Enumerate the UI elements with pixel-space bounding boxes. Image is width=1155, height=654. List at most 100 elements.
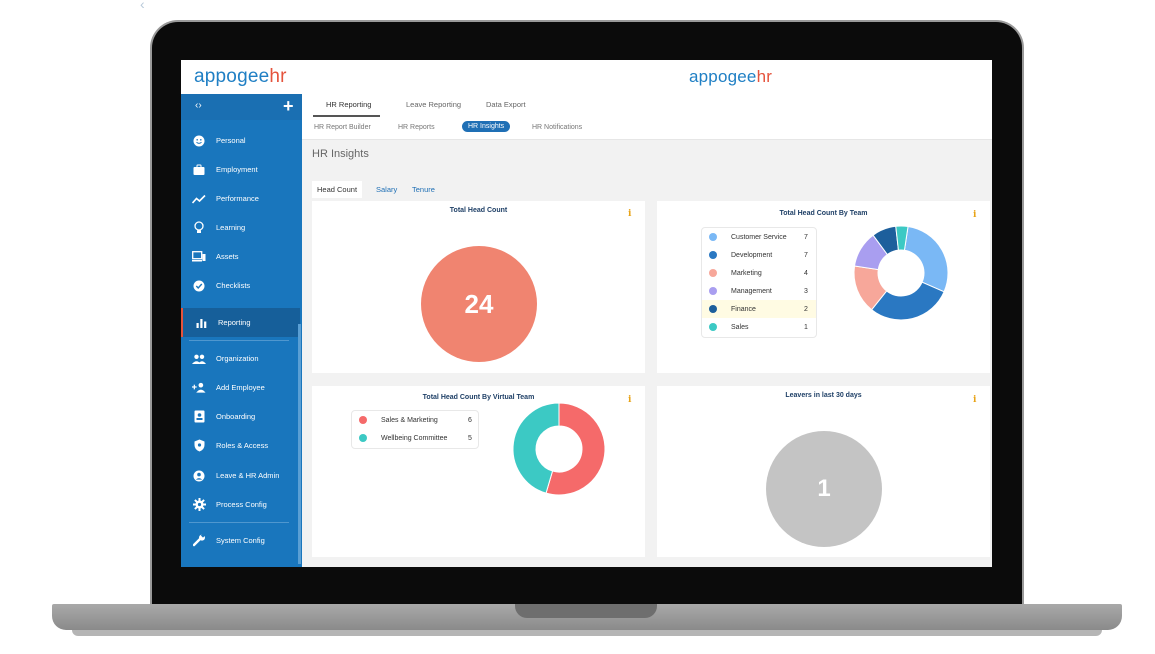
logo-center: appogeehr [689, 67, 772, 87]
donut-slice-customer-service[interactable] [903, 225, 949, 293]
sidebar-item-reporting[interactable]: Reporting [181, 308, 300, 337]
tab-salary[interactable]: Salary [376, 185, 398, 194]
virtual-team-donut-chart[interactable] [509, 399, 609, 499]
legend-count: 1 [804, 323, 808, 331]
virtual-team-legend: Sales & Marketing 6 Wellbeing Committee 5 [351, 410, 479, 449]
legend-count: 6 [468, 416, 472, 424]
sidebar-header: ‹› + [181, 94, 302, 120]
donut-slice-development[interactable] [870, 281, 945, 321]
secondary-tabs: HR Report Builder HR Reports HR Insights… [302, 117, 992, 140]
sidebar-item-label: Employment [216, 165, 258, 174]
collapse-toggle-icon[interactable]: ‹› [195, 100, 202, 111]
legend-dot [709, 269, 717, 277]
info-icon[interactable]: i [628, 395, 632, 405]
info-icon[interactable]: i [973, 210, 977, 220]
sidebar-item-process-config[interactable]: Process Config [181, 490, 298, 519]
sidebar-item-learning[interactable]: Learning [181, 213, 298, 242]
donut-slice-sales-marketing[interactable] [545, 402, 606, 496]
team-legend: Customer Service 7 Development 7 Marketing… [701, 227, 817, 338]
legend-count: 5 [468, 434, 472, 442]
tab-hr-insights[interactable]: HR Insights [462, 121, 511, 132]
legend-item[interactable]: Management 3 [702, 282, 816, 300]
lightbulb-icon [192, 221, 206, 235]
sidebar-item-label: Leave & HR Admin [216, 471, 280, 480]
sidebar-item-roles-access[interactable]: Roles & Access [181, 431, 298, 460]
sidebar-item-performance[interactable]: Performance [181, 184, 298, 213]
sidebar-scrollbar[interactable] [298, 324, 301, 564]
legend-item[interactable]: Customer Service 7 [702, 228, 816, 246]
legend-item[interactable]: Development 7 [702, 246, 816, 264]
legend-label: Sales & Marketing [381, 416, 438, 424]
sidebar-item-onboarding[interactable]: Onboarding [181, 402, 298, 431]
legend-label: Wellbeing Committee [381, 434, 448, 442]
devices-icon [192, 250, 206, 264]
legend-dot [709, 323, 717, 331]
tab-data-export[interactable]: Data Export [486, 100, 526, 109]
sidebar-item-label: Onboarding [216, 412, 256, 421]
team-donut-chart[interactable] [851, 223, 951, 323]
add-plus-icon[interactable]: + [283, 96, 294, 116]
tab-hr-report-builder[interactable]: HR Report Builder [314, 124, 371, 131]
wrench-icon [192, 534, 206, 548]
sidebar-item-label: Organization [216, 354, 259, 363]
sidebar-item-assets[interactable]: Assets [181, 242, 298, 271]
sidebar-divider [189, 340, 289, 341]
legend-label: Finance [731, 305, 756, 313]
card-head-count-by-virtual-team: Total Head Count By Virtual Team i Sales… [312, 386, 645, 557]
sidebar-item-system-config[interactable]: System Config [181, 526, 298, 555]
total-head-count-circle: 24 [421, 246, 537, 362]
sidebar-item-personal[interactable]: Personal [181, 126, 298, 155]
legend-dot [709, 251, 717, 259]
tab-hr-notifications[interactable]: HR Notifications [532, 124, 583, 131]
legend-label: Development [731, 251, 773, 259]
primary-tabs: HR Reporting Leave Reporting Data Export [302, 94, 992, 118]
legend-item[interactable]: Finance 2 [702, 300, 816, 318]
trend-icon [192, 192, 206, 206]
tab-hr-reports[interactable]: HR Reports [398, 124, 435, 131]
legend-item[interactable]: Marketing 4 [702, 264, 816, 282]
people-icon [192, 352, 206, 366]
legend-count: 7 [804, 233, 808, 241]
legend-label: Customer Service [731, 233, 787, 241]
shield-icon [192, 439, 206, 453]
sidebar-item-checklists[interactable]: Checklists [181, 271, 298, 300]
sidebar-item-label: Process Config [216, 500, 267, 509]
logo-left[interactable]: appogeehr [194, 66, 287, 88]
legend-item[interactable]: Sales 1 [702, 318, 816, 336]
sidebar-item-label: Learning [216, 223, 246, 232]
bar-chart-icon [194, 316, 208, 330]
sidebar-item-add-employee[interactable]: Add Employee [181, 373, 298, 402]
logo-text-accent: hr [269, 66, 287, 87]
tab-leave-reporting[interactable]: Leave Reporting [406, 100, 462, 109]
card-title: Total Head Count [449, 207, 508, 214]
legend-item[interactable]: Wellbeing Committee 5 [352, 429, 478, 447]
tab-hr-reporting[interactable]: HR Reporting [326, 100, 372, 109]
smiley-icon [192, 134, 206, 148]
main-content: HR Reporting Leave Reporting Data Export… [302, 94, 992, 567]
sidebar-item-label: Performance [216, 194, 259, 203]
tab-head-count[interactable]: Head Count [312, 181, 363, 198]
legend-count: 3 [804, 287, 808, 295]
active-tab-underline [313, 115, 380, 117]
tab-tenure[interactable]: Tenure [412, 185, 435, 194]
info-icon[interactable]: i [973, 395, 977, 405]
legend-item[interactable]: Sales & Marketing 6 [352, 411, 478, 429]
info-icon[interactable]: i [628, 209, 632, 219]
legend-dot [709, 305, 717, 313]
page-title: HR Insights [312, 148, 369, 160]
sidebar-item-label: Add Employee [216, 383, 265, 392]
check-circle-icon [192, 279, 206, 293]
corner-mark: ‹ [140, 0, 145, 12]
donut-slice-wellbeing-committee[interactable] [512, 402, 560, 494]
card-total-head-count: Total Head Count i 24 [312, 201, 645, 373]
laptop-foot [72, 630, 1102, 636]
sidebar-item-employment[interactable]: Employment [181, 155, 298, 184]
sidebar-item-leave-hr-admin[interactable]: Leave & HR Admin [181, 461, 298, 490]
legend-dot [709, 287, 717, 295]
sidebar-item-organization[interactable]: Organization [181, 344, 298, 373]
top-bar: appogeehr appogeehr [181, 60, 992, 95]
donut-slice-sales[interactable] [895, 225, 909, 251]
legend-label: Marketing [731, 269, 762, 277]
leavers-circle: 1 [766, 431, 882, 547]
sidebar-item-label: System Config [216, 536, 265, 545]
